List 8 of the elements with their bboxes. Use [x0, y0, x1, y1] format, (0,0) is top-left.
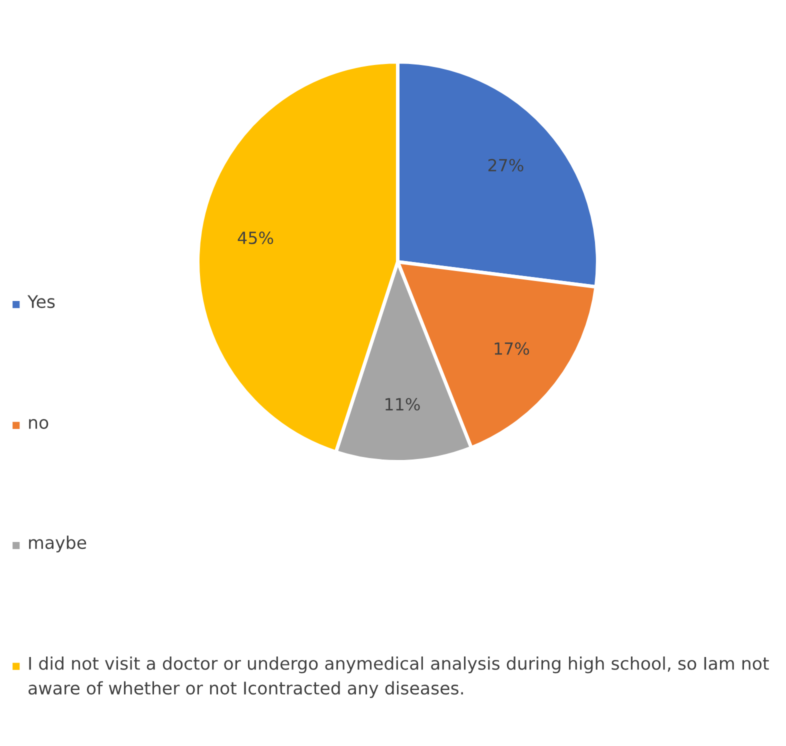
data-label: 11% — [386, 398, 420, 411]
data-label: 17% — [494, 342, 530, 355]
legend-label: I did not visit a doctor or undergo anymedical analysis during high school, so Iam not aware of whether or not Icontracted any diseases. — [28, 656, 769, 698]
data-label: 27% — [488, 158, 524, 172]
legend-label: maybe — [29, 536, 86, 552]
legend-label: no — [29, 418, 48, 429]
legend-label: Yes — [27, 295, 55, 308]
data-label: 45% — [238, 232, 274, 244]
